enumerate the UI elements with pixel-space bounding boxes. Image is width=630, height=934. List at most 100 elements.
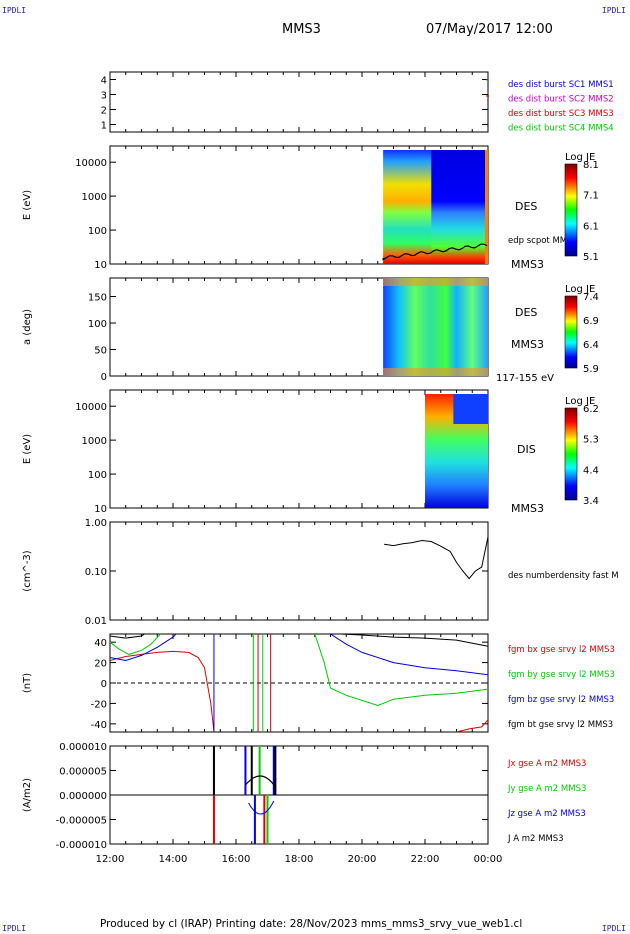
legend-entry: des dist burst SC1 MMS1 [508, 80, 614, 90]
y-tick-label: 10 [94, 260, 107, 271]
y-tick-label: -0.000005 [56, 816, 107, 827]
colorbar-tick-label: 8.1 [583, 160, 599, 171]
colorbar-tick-label: 5.9 [583, 364, 599, 375]
legend-entry: des numberdensity fast M [508, 571, 619, 581]
y-axis-label: a (deg) [22, 309, 33, 345]
legend-entry: des dist burst SC4 MMS4 [508, 124, 614, 134]
date-time-title: 07/May/2017 12:00 [426, 22, 553, 37]
colorbar-tick-label: 5.1 [583, 252, 599, 263]
footer-text: Produced by cl (IRAP) Printing date: 28/… [100, 918, 523, 930]
y-tick-label: -40 [91, 720, 107, 731]
y-tick-label: 1000 [82, 436, 107, 447]
current-envelope [244, 775, 276, 788]
y-tick-label: 10000 [75, 158, 107, 169]
des-energy-heatmap-late [431, 150, 488, 264]
corner-label-bottom-left: IPDLI [2, 924, 27, 933]
panel-frame-burst [109, 71, 489, 133]
panel-label: DES [515, 200, 537, 213]
legend-entry: fgm by gse srvy l2 MMS3 [508, 670, 615, 680]
y-axis-label: E (eV) [22, 434, 33, 464]
colorbar-tick-label: 4.4 [583, 465, 599, 476]
x-tick-label: 14:00 [159, 854, 188, 865]
des-pitch-band-top [383, 278, 488, 286]
y-tick-label: 100 [88, 319, 107, 330]
colorbar [564, 295, 578, 369]
bfield-series-bz [109, 633, 489, 676]
y-tick-label: 1 [101, 121, 107, 132]
y-tick-label: 4 [101, 76, 107, 87]
legend-entry: J A m2 MMS3 [507, 834, 564, 844]
y-tick-label: 0 [101, 679, 107, 690]
y-tick-label: 0 [101, 372, 107, 383]
y-axis-label: (nT) [22, 673, 33, 693]
y-tick-label: 10 [94, 504, 107, 515]
x-tick-label: 12:00 [96, 854, 125, 865]
y-tick-label: 100 [88, 226, 107, 237]
colorbar-tick-label: 6.1 [583, 221, 599, 232]
y-tick-label: -20 [91, 699, 107, 710]
y-tick-label: 0.10 [85, 567, 107, 578]
x-tick-label: 18:00 [285, 854, 314, 865]
legend-entry: fgm bt gse srvy l2 MMS3 [508, 720, 613, 730]
y-tick-label: 40 [94, 638, 107, 649]
y-tick-label: 1000 [82, 192, 107, 203]
colorbar [564, 163, 578, 257]
y-tick-label: 0.000010 [59, 742, 107, 753]
scpot-line [382, 243, 488, 261]
legend-entry: des dist burst SC2 MMS2 [508, 95, 614, 105]
legend-entry: Jy gse A m2 MMS3 [507, 784, 586, 794]
y-tick-label: 2 [101, 106, 107, 117]
y-tick-label: 100 [88, 470, 107, 481]
current-envelope [248, 800, 275, 815]
corner-label-top-left: IPDLI [2, 6, 27, 15]
colorbar-tick-label: 3.4 [583, 496, 599, 507]
colorbar-tick-label: 6.9 [583, 316, 599, 327]
x-tick-label: 22:00 [411, 854, 440, 865]
panel-sublabel: MMS3 [511, 258, 544, 271]
colorbar-tick-label: 5.3 [583, 435, 599, 446]
colorbar-tick-label: 6.4 [583, 340, 599, 351]
y-tick-label: 10000 [75, 402, 107, 413]
legend-entry: des dist burst SC3 MMS3 [508, 109, 614, 119]
panel-sublabel: MMS3 [511, 502, 544, 515]
y-tick-label: -0.000010 [56, 840, 107, 851]
des-pitch-heatmap [383, 278, 488, 376]
legend-entry: Jz gse A m2 MMS3 [507, 809, 586, 819]
y-tick-label: 150 [88, 293, 107, 304]
colorbar-title: Log JE [565, 396, 595, 407]
colorbar [564, 407, 578, 501]
y-tick-label: 0.000005 [59, 767, 107, 778]
bfield-series-by [109, 633, 489, 707]
legend-entry: fgm bx gse srvy l2 MMS3 [508, 645, 615, 655]
colorbar-title: Log JE [565, 152, 595, 163]
bfield-series-bt [109, 633, 489, 647]
y-tick-label: 50 [94, 346, 107, 357]
y-tick-label: 0.000000 [59, 791, 107, 802]
y-axis-label: E (eV) [22, 190, 33, 220]
colorbar-tick-label: 6.2 [583, 404, 599, 415]
x-tick-label: 00:00 [474, 854, 503, 865]
dis-energy-heatmap-high [453, 394, 488, 424]
bfield-series-bx [109, 650, 489, 733]
des-energy-heatmap-edge [485, 150, 488, 264]
panel-label: DIS [517, 443, 536, 456]
x-tick-label: 20:00 [348, 854, 377, 865]
y-axis-label: (A/m2) [22, 778, 33, 812]
y-tick-label: 1.00 [85, 518, 107, 529]
colorbar-tick-label: 7.4 [583, 292, 599, 303]
colorbar-tick-label: 7.1 [583, 191, 599, 202]
corner-label-bottom-right: IPDLI [601, 924, 626, 933]
des-pitch-band-bottom [383, 368, 488, 376]
y-tick-label: 20 [94, 659, 107, 670]
legend-entry: Jx gse A m2 MMS3 [507, 759, 586, 769]
panel-frame-density [109, 521, 489, 621]
colorbar-title: Log JE [565, 284, 595, 295]
y-tick-label: 3 [101, 91, 107, 102]
overlay-label: edp scpot MMS3 [508, 236, 578, 246]
panel-label: DES [515, 306, 537, 319]
y-tick-label: 0.01 [85, 616, 107, 627]
y-axis-label: (cm^-3) [22, 550, 33, 591]
energy-label: 117-155 eV [496, 373, 554, 384]
legend-entry: fgm bz gse srvy l2 MMS3 [508, 695, 614, 705]
